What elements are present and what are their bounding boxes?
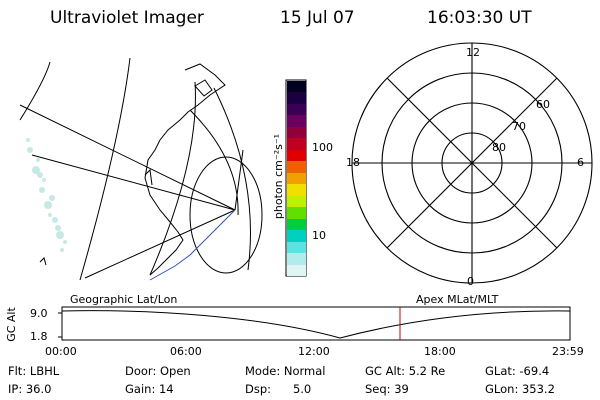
glon-info: GLon: 353.2	[485, 382, 555, 396]
geographic-label: Geographic Lat/Lon	[70, 293, 178, 306]
time-tick-2359: 23:59	[552, 345, 584, 358]
door-info: Door: Open	[125, 364, 191, 378]
time-tick-1800: 18:00	[424, 345, 456, 358]
colorbar-segment	[287, 172, 306, 185]
colorbar-segment	[287, 81, 306, 93]
colorbar-segment	[287, 241, 306, 254]
colorbar-segment	[287, 149, 306, 162]
gain-info: Gain: 14	[125, 382, 174, 396]
time-tick-0600: 06:00	[170, 345, 202, 358]
colorbar-segment	[287, 126, 306, 139]
lat-label-70: 70	[512, 120, 526, 133]
island-outline	[39, 257, 47, 266]
geographic-map	[19, 57, 263, 281]
colorbar-unit-label: photon cm⁻²s⁻¹	[272, 133, 286, 220]
colorbar-segment	[287, 230, 306, 242]
colorbar-segment	[287, 218, 306, 231]
colorbar-segment	[287, 184, 306, 196]
auroral-emission	[26, 138, 67, 252]
instrument-title: Ultraviolet Imager	[50, 8, 204, 28]
dsp-info: Dsp: 5.0	[245, 382, 312, 396]
polar-plot	[351, 42, 593, 284]
colorbar-segment	[287, 138, 306, 150]
mode-info: Mode: Normal	[245, 364, 326, 378]
colorbar-segment	[287, 207, 306, 219]
colorbar-segment	[287, 115, 306, 127]
time-label: 16:03:30 UT	[427, 8, 532, 28]
mlt-label-18: 18	[346, 156, 360, 169]
altitude-plot	[58, 306, 571, 341]
mlt-label-0: 0	[467, 275, 474, 288]
time-tick-1200: 12:00	[298, 345, 330, 358]
filter-info: Flt: LBHL	[8, 364, 60, 378]
colorbar-segment	[287, 264, 306, 276]
time-tick-0000: 00:00	[45, 345, 77, 358]
colorbar-segment	[287, 195, 306, 208]
glat-info: GLat: -69.4	[485, 364, 550, 378]
colorbar-tick-10: 10	[312, 229, 326, 242]
lat-label-60: 60	[536, 98, 550, 111]
mlt-label-12: 12	[466, 46, 480, 59]
alt-tick-1-8: 1.8	[30, 330, 48, 343]
colorbar-segment	[287, 253, 306, 265]
colorbar	[287, 81, 306, 276]
lat-label-80: 80	[492, 141, 506, 154]
seq-info: Seq: 39	[365, 382, 409, 396]
colorbar-segment	[287, 161, 306, 173]
colorbar-segment	[287, 103, 306, 116]
colorbar-tick-100: 100	[312, 141, 333, 154]
ip-info: IP: 36.0	[8, 382, 52, 396]
alt-tick-9: 9.0	[30, 307, 48, 320]
orbit-track	[149, 209, 236, 281]
colorbar-frame	[285, 79, 307, 277]
gcalt-info: GC Alt: 5.2 Re	[365, 364, 446, 378]
colorbar-segment	[287, 92, 306, 104]
apex-label: Apex MLat/MLT	[416, 293, 499, 306]
alt-axis-label: GC Alt	[4, 307, 18, 342]
date-label: 15 Jul 07	[280, 8, 355, 28]
mlt-label-6: 6	[577, 156, 584, 169]
